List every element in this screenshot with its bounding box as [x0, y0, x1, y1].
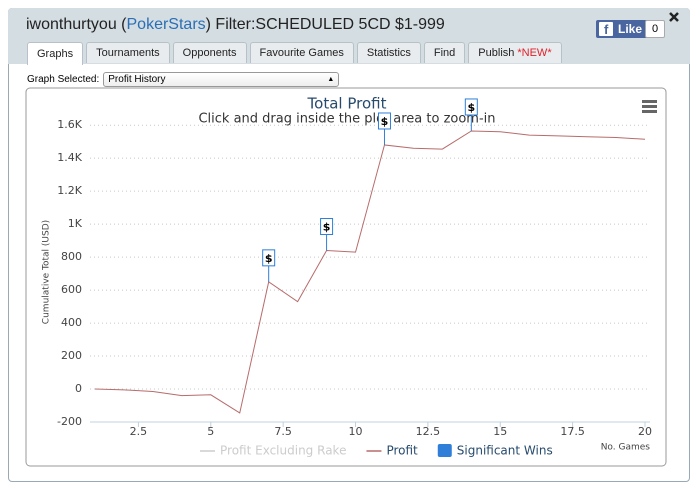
y-tick-label: 400: [61, 316, 82, 329]
flag-label: $: [381, 115, 389, 128]
tab-label: Statistics: [366, 47, 411, 59]
graph-select[interactable]: Profit History ▲︎: [103, 72, 340, 87]
tab-badge: *NEW*: [517, 47, 552, 59]
legend-label: Significant Wins: [457, 444, 553, 458]
like-button[interactable]: f Like: [596, 20, 649, 38]
tab-label: Tournaments: [96, 47, 160, 59]
window: [8, 8, 690, 482]
x-tick-label: 2.5: [130, 425, 148, 438]
x-tick-label: 5: [207, 425, 214, 438]
x-tick-label: 20: [638, 425, 652, 438]
tab-label: Favourite Games: [259, 47, 344, 59]
flag-label: $: [323, 221, 331, 234]
tab[interactable]: Favourite Games: [249, 42, 354, 63]
tab-bar: Graphs Tournaments Opponents Favourite Game…: [27, 42, 562, 65]
like-label: Like: [618, 22, 643, 36]
chart-title: Total Profit: [307, 95, 387, 113]
graph-selector-row: Graph Selected: Profit History ▲︎: [27, 72, 340, 87]
y-tick-label: 600: [61, 283, 82, 296]
tab[interactable]: Publish *NEW*: [468, 42, 562, 63]
tab[interactable]: Opponents: [172, 42, 247, 63]
flag-label: $: [467, 101, 475, 114]
flag-label: $: [265, 252, 273, 265]
selector-value: Profit History: [108, 74, 166, 85]
flag-box: [464, 98, 478, 116]
significant-win-flag: $: [320, 218, 334, 251]
tab-label: Find: [433, 47, 456, 59]
legend-item[interactable]: Profit: [366, 444, 418, 458]
window-title: iwonthurtyou (PokerStars) Filter:SCHEDUL…: [26, 16, 445, 34]
close-button[interactable]: [669, 12, 679, 22]
x-tick-label: 17.5: [560, 425, 585, 438]
y-tick-label: 200: [61, 349, 82, 362]
y-tick-label: -200: [57, 415, 82, 428]
tab-label: Opponents: [182, 47, 237, 59]
tab-label: Graphs: [37, 48, 74, 60]
tab[interactable]: Statistics: [356, 42, 421, 63]
significant-win-flag: $: [377, 112, 391, 145]
y-tick-label: 1.6K: [57, 118, 82, 131]
legend-label: Profit: [386, 444, 418, 458]
menu-icon[interactable]: [642, 100, 657, 113]
fb-icon: f: [599, 22, 613, 36]
y-axis-label: Cumulative Total (USD): [42, 220, 52, 324]
tab[interactable]: Find: [423, 42, 466, 63]
svg-text:f: f: [604, 22, 609, 36]
title-text: iwonthurtyou (: [26, 16, 127, 33]
flag-box: [320, 218, 334, 236]
significant-win-flag: $: [464, 98, 478, 131]
tab[interactable]: Tournaments: [86, 42, 170, 63]
legend-item[interactable]: Profit Excluding Rake: [200, 444, 346, 458]
chart-panel: [25, 87, 667, 467]
selector-label: Graph Selected:: [27, 74, 100, 85]
tab-label: Publish: [478, 47, 515, 59]
legend-swatch: [437, 444, 452, 457]
profit-line: [94, 130, 646, 414]
x-tick-label: 15: [493, 425, 507, 438]
site-name: PokerStars: [126, 16, 206, 33]
legend-item[interactable]: Significant Wins: [437, 444, 553, 458]
significant-win-flag: $: [262, 249, 276, 282]
y-tick-label: 1.2K: [57, 184, 82, 197]
x-tick-label: 7.5: [274, 425, 292, 438]
x-axis-label: No. Games: [601, 443, 651, 453]
y-tick-label: 1K: [68, 217, 83, 230]
chart-subtitle: Click and drag inside the plot area to z…: [198, 112, 495, 127]
tab[interactable]: Graphs: [27, 42, 84, 65]
flag-box: [377, 112, 391, 130]
y-tick-label: 0: [75, 382, 82, 395]
y-tick-label: 1.4K: [57, 151, 82, 164]
legend-label: Profit Excluding Rake: [220, 444, 346, 458]
y-tick-label: 800: [61, 250, 82, 263]
like-count: 0: [645, 20, 665, 38]
title-text: ) Filter:SCHEDULED 5CD $1-999: [205, 16, 445, 33]
x-tick-label: 10: [349, 425, 363, 438]
flag-box: [262, 249, 276, 267]
x-tick-label: 12.5: [416, 425, 441, 438]
